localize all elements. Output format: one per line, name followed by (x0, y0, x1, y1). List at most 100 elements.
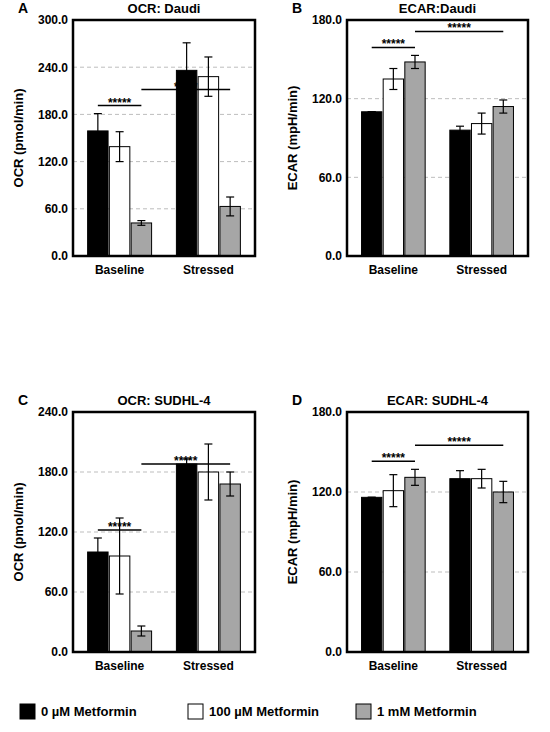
error-line (503, 481, 504, 502)
plot-frame (73, 20, 255, 256)
error-bar (226, 197, 234, 216)
error-cap (368, 111, 376, 112)
x-tick-label: Baseline (369, 263, 419, 277)
y-tick-label: 120.0 (312, 92, 342, 106)
y-tick-label: 120.0 (312, 485, 342, 499)
error-cap (499, 481, 507, 482)
error-bar (411, 469, 419, 485)
error-bar (411, 55, 419, 68)
grid (347, 412, 528, 652)
bar (383, 491, 403, 652)
error-cap (204, 96, 212, 97)
error-line (414, 55, 415, 68)
y-tick: 0.0 (325, 645, 347, 659)
bars (362, 55, 514, 256)
error-cap (94, 537, 102, 538)
error-bar (456, 126, 464, 134)
legend-label: 100 µM Metformin (209, 704, 319, 719)
error-cap (411, 55, 419, 56)
error-cap (137, 225, 145, 226)
error-bar (478, 113, 486, 134)
y-tick-label: 120.0 (38, 525, 68, 539)
bars (362, 469, 514, 652)
y-axis: 0.0 60.0 120.0 180.0 (312, 13, 348, 263)
error-cap (116, 131, 124, 132)
grid (347, 20, 528, 256)
error-bar (137, 221, 145, 226)
bar (471, 124, 491, 256)
bar (176, 70, 196, 256)
error-line (119, 132, 120, 162)
significance: ***** (141, 454, 230, 468)
significance: ***** (415, 435, 503, 449)
significance: ***** (415, 21, 503, 35)
error-line (459, 126, 460, 134)
y-tick: 60.0 (319, 565, 347, 579)
y-tick: 60.0 (45, 202, 73, 216)
error-cap (389, 89, 397, 90)
y-tick-label: 240.0 (38, 61, 68, 75)
y-tick-label: 300.0 (38, 13, 68, 27)
error-cap (116, 517, 124, 518)
error-line (208, 57, 209, 96)
y-tick-label: 180.0 (38, 108, 68, 122)
x-axis: BaselineStressed (74, 256, 256, 277)
error-cap (389, 506, 397, 507)
error-cap (478, 469, 486, 470)
y-tick: 60.0 (45, 585, 73, 599)
y-tick: 0.0 (325, 249, 347, 263)
error-bar (94, 538, 102, 566)
error-bar (389, 69, 397, 90)
error-cap (368, 111, 376, 112)
legend-label: 1 mM Metformin (377, 704, 477, 719)
grid-line (73, 67, 255, 68)
grid-line (73, 472, 255, 473)
y-tick: 60.0 (319, 171, 347, 185)
y-axis: 0.0 60.0 120.0 180.0 (312, 405, 348, 659)
x-tick: Baseline (95, 256, 145, 277)
y-tick: 120.0 (38, 525, 73, 539)
error-cap (389, 68, 397, 69)
plot-frame (73, 412, 255, 652)
error-cap (226, 215, 234, 216)
title: ECAR: SUDHL-4 (387, 393, 489, 408)
significance: ***** (372, 37, 415, 51)
error-line (503, 100, 504, 113)
error-cap (499, 502, 507, 503)
bar (450, 130, 470, 256)
error-cap (478, 112, 486, 113)
y-tick-label: 0.0 (325, 645, 342, 659)
error-bar (368, 111, 376, 112)
y-tick-label: 60.0 (319, 565, 343, 579)
error-cap (137, 625, 145, 626)
error-cap (226, 471, 234, 472)
y-tick-label: 60.0 (319, 171, 343, 185)
error-cap (411, 485, 419, 486)
x-tick-label: Baseline (95, 263, 145, 277)
y-tick: 180.0 (312, 405, 347, 419)
bar (176, 464, 196, 652)
y-tick: 120.0 (312, 485, 347, 499)
error-line (97, 538, 98, 566)
x-tick-label: Stressed (456, 263, 507, 277)
y-tick: 0.0 (51, 645, 73, 659)
error-bar (478, 469, 486, 488)
y-tick-label: 180.0 (312, 13, 342, 27)
y-tick-label: 240.0 (38, 405, 68, 419)
y-tick: 240.0 (38, 61, 73, 75)
x-tick-label: Stressed (183, 659, 234, 673)
error-bar (137, 626, 145, 636)
legend-label: 0 µM Metformin (41, 704, 137, 719)
y-tick-label: 0.0 (51, 249, 68, 263)
panel: 0.0 60.0 120.0 180.0 240.0 300.0 BaselineStres… (11, 0, 256, 277)
y-tick-label: 180.0 (312, 405, 342, 419)
y-tick: 180.0 (38, 108, 73, 122)
y-tick-label: 120.0 (38, 155, 68, 169)
error-bar (389, 475, 397, 507)
y-tick: 120.0 (312, 92, 347, 106)
y-tick: 240.0 (38, 405, 73, 419)
bar (362, 497, 382, 652)
bar (198, 77, 218, 256)
error-bar (368, 497, 376, 498)
error-cap (411, 68, 419, 69)
